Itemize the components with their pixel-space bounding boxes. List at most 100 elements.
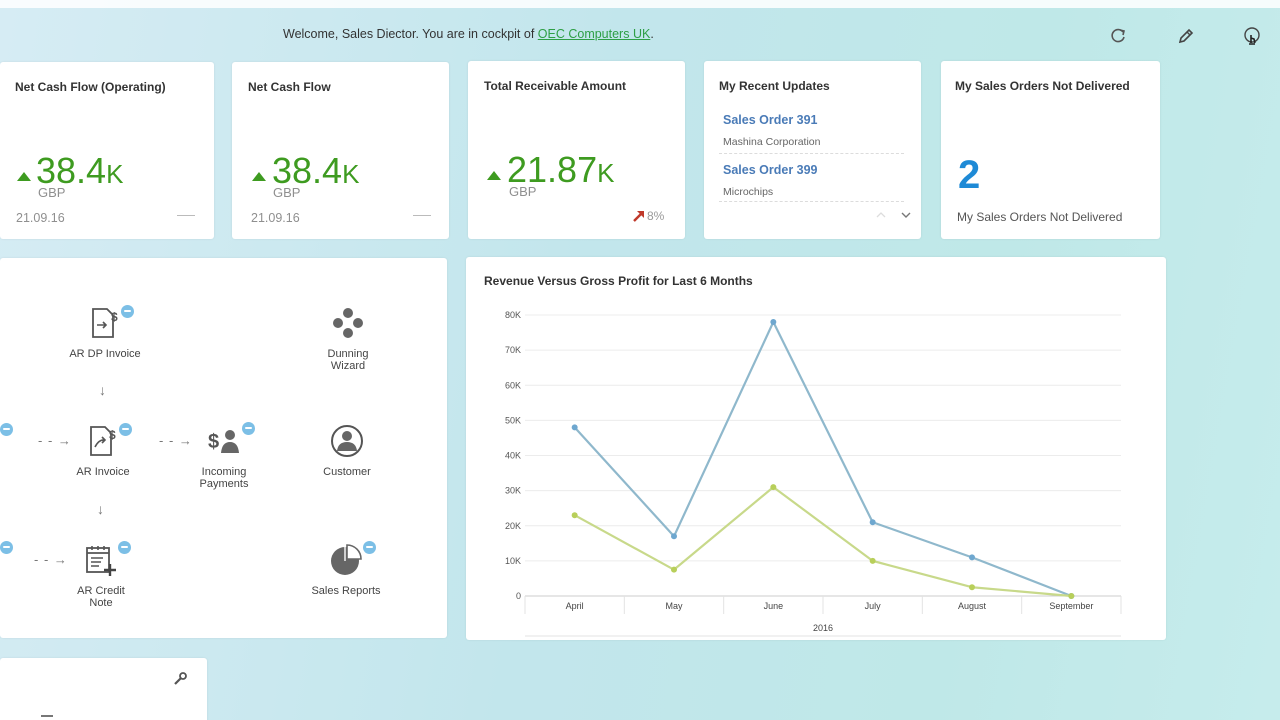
y-tick-label: 10K	[505, 556, 521, 566]
kpi-suffix: K	[342, 159, 360, 189]
collapse-badge-icon[interactable]	[0, 423, 13, 436]
flow-item-label: AR Credit	[77, 585, 125, 597]
update-item-subtitle: Microchips	[723, 186, 774, 198]
flow-item-label: AR Invoice	[76, 466, 130, 478]
flow-arrow-down: ↓	[97, 501, 104, 517]
series-point-2	[969, 584, 975, 591]
trend-up-icon	[252, 172, 266, 181]
y-tick-label: 30K	[505, 486, 521, 496]
kpi-unit: GBP	[38, 185, 66, 200]
collapse-badge-icon[interactable]	[0, 541, 13, 554]
flow-item-incoming-payments[interactable]: $ Incoming Payments	[174, 424, 274, 490]
welcome-message: Welcome, Sales Diector. You are in cockp…	[283, 27, 654, 41]
x-tick-label: May	[665, 601, 683, 611]
recent-updates-tile[interactable]: My Recent Updates Sales Order 391 Mashin…	[704, 61, 921, 239]
document-invoice-icon: $	[90, 426, 116, 456]
update-item-subtitle: Mashina Corporation	[723, 136, 821, 148]
kpi-unit: GBP	[273, 185, 301, 200]
flow-item-label: Sales Reports	[311, 585, 381, 597]
process-flow-panel: $ AR DP Invoice Dunning Wizard ↓ - - → $…	[0, 258, 447, 638]
collapse-badge-icon[interactable]	[118, 541, 131, 554]
company-link[interactable]: OEC Computers UK	[537, 27, 651, 41]
kpi-trend-value: 8%	[647, 209, 665, 223]
update-item[interactable]: Sales Order 391 Mashina Corporation	[723, 113, 820, 148]
kpi-tile-net-cash-flow-operating[interactable]: Net Cash Flow (Operating) 38.4K GBP 21.0…	[0, 62, 214, 239]
kpi-date: 21.09.16	[251, 211, 300, 225]
kpi-dash	[177, 215, 195, 216]
kpi-title: Net Cash Flow	[248, 80, 331, 94]
flow-arrow-right: - - →	[38, 433, 72, 448]
collapse-badge-icon[interactable]	[119, 423, 132, 436]
kpi-trend: 8%	[632, 209, 664, 223]
y-tick-label: 0	[516, 591, 521, 601]
series-line-2	[574, 486, 1072, 598]
y-tick-label: 50K	[505, 415, 521, 425]
kpi-date: 21.09.16	[16, 211, 65, 225]
kpi-value: 38.4K	[36, 150, 123, 192]
kpi-number: 21.87	[507, 149, 598, 190]
wrench-icon[interactable]	[172, 671, 188, 687]
payments-icon: $	[208, 430, 239, 453]
svg-text:$: $	[109, 428, 116, 442]
series-point-2	[571, 512, 578, 519]
y-tick-label: 40K	[505, 451, 521, 461]
x-tick-label: July	[865, 601, 882, 611]
update-item-title[interactable]: Sales Order 399	[723, 163, 818, 177]
kpi-tile-total-receivable[interactable]: Total Receivable Amount 21.87K GBP 8%	[468, 61, 685, 239]
y-tick-label: 70K	[505, 345, 521, 355]
kpi-value: 38.4K	[272, 150, 359, 192]
y-tick-label: 60K	[505, 380, 521, 390]
top-strip	[0, 0, 1280, 8]
trend-up-icon	[487, 171, 501, 180]
customer-icon	[331, 425, 363, 457]
trend-up-icon	[17, 172, 31, 181]
flow-item-label: Payments	[199, 478, 249, 490]
series-point-1	[969, 554, 975, 561]
pencil-icon[interactable]	[1176, 26, 1196, 46]
flow-item-ar-invoice[interactable]: $ AR Invoice	[53, 424, 153, 478]
sales-orders-not-delivered-tile[interactable]: My Sales Orders Not Delivered 2 My Sales…	[941, 61, 1160, 239]
chevron-up-icon[interactable]	[875, 211, 887, 219]
flow-item-label: Note	[89, 597, 113, 609]
kpi-number: 38.4	[272, 150, 343, 191]
flow-item-ar-credit-note[interactable]: AR Credit Note	[51, 543, 151, 609]
flow-arrow-right: - - →	[34, 552, 68, 567]
flow-item-ar-dp-invoice[interactable]: $ AR DP Invoice	[55, 306, 155, 360]
bottom-tile	[0, 658, 207, 720]
flow-item-sales-reports[interactable]: Sales Reports	[296, 543, 396, 597]
series-point-1	[869, 519, 876, 526]
partial-icon	[41, 715, 53, 719]
kpi-tile-net-cash-flow[interactable]: Net Cash Flow 38.4K GBP 21.09.16	[232, 62, 449, 239]
series-point-2	[671, 566, 677, 573]
not-delivered-title: My Sales Orders Not Delivered	[955, 79, 1130, 93]
flow-item-customer[interactable]: Customer	[297, 424, 397, 478]
x-axis-label: 2016	[813, 623, 833, 633]
collapse-badge-icon[interactable]	[121, 305, 134, 318]
help-icon[interactable]	[1242, 26, 1262, 46]
kpi-dash	[413, 215, 431, 216]
line-chart: 0 10K 20K 30K 40K 50K 60K 70K 80K April May June Jul…	[505, 310, 1122, 637]
series-point-2	[1068, 593, 1075, 599]
kpi-number: 38.4	[36, 150, 107, 191]
calendar-plus-icon	[86, 546, 116, 576]
kpi-title: Total Receivable Amount	[484, 79, 627, 93]
x-tick-label: August	[958, 601, 987, 611]
chevron-down-icon[interactable]	[900, 211, 912, 219]
update-item-title[interactable]: Sales Order 391	[723, 113, 818, 127]
update-separator	[719, 153, 904, 154]
collapse-badge-icon[interactable]	[363, 541, 376, 554]
not-delivered-count: 2	[958, 153, 981, 197]
x-tick-label: September	[1049, 601, 1093, 611]
refresh-icon[interactable]	[1108, 26, 1128, 46]
kpi-title: Net Cash Flow (Operating)	[15, 80, 166, 94]
y-tick-label: 80K	[505, 310, 521, 320]
series-point-2	[770, 484, 777, 491]
flow-arrow-right: - - →	[159, 433, 193, 448]
collapse-badge-icon[interactable]	[242, 422, 255, 435]
y-tick-label: 20K	[505, 521, 521, 531]
update-item[interactable]: Sales Order 399 Microchips	[723, 163, 818, 198]
flow-item-label: AR DP Invoice	[69, 348, 141, 360]
series-point-1	[770, 319, 777, 326]
not-delivered-subtitle: My Sales Orders Not Delivered	[957, 210, 1123, 224]
flow-item-dunning-wizard[interactable]: Dunning Wizard	[298, 306, 398, 372]
